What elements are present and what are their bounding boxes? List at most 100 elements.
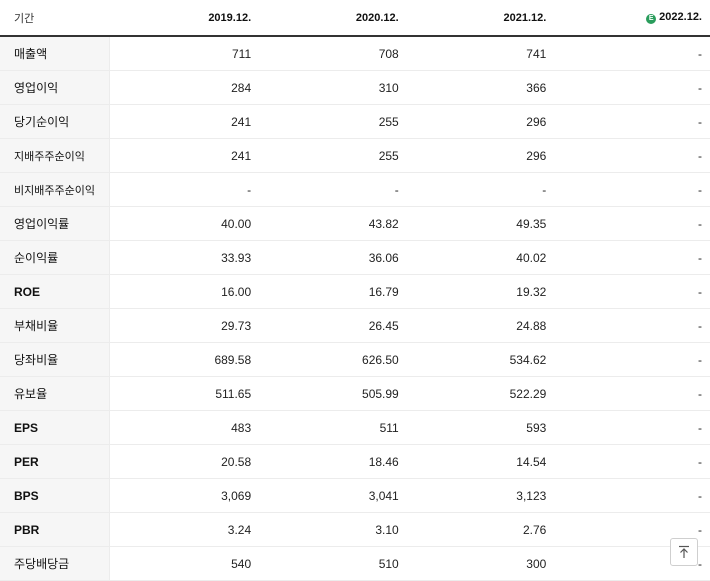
cell-value: - [552,138,710,173]
period-2021: 2021.12. [404,0,553,37]
cell-value: 3.10 [257,512,405,547]
table-row: 지배주주순이익 241 255 296 - [0,138,710,173]
cell-value: - [552,70,710,105]
cell-value: 510 [257,546,405,581]
cell-value: - [552,206,710,241]
cell-value: 534.62 [404,342,553,377]
cell-value: - [552,342,710,377]
row-label: 매출액 [0,36,110,71]
cell-value: 43.82 [257,206,405,241]
cell-value: - [552,478,710,513]
cell-value: 366 [404,70,553,105]
cell-value: - [552,274,710,309]
cell-value: 3,069 [109,478,258,513]
row-label: BPS [0,478,110,513]
cell-value: 511.65 [109,376,258,411]
cell-value: 522.29 [404,376,553,411]
cell-value: 19.32 [404,274,553,309]
table-row: 부채비율 29.73 26.45 24.88 - [0,308,710,343]
table-row: 순이익률 33.93 36.06 40.02 - [0,240,710,275]
cell-value: 741 [404,36,553,71]
cell-value: 14.54 [404,444,553,479]
table-row: 영업이익 284 310 366 - [0,70,710,105]
row-label: 당기순이익 [0,104,110,139]
scroll-top-button[interactable] [670,538,698,566]
table-row: BPS 3,069 3,041 3,123 - [0,478,710,513]
table-row: 주당배당금 540 510 300 - [0,546,710,581]
table-row: ROE 16.00 16.79 19.32 - [0,274,710,309]
cell-value: 3.24 [109,512,258,547]
cell-value: 483 [109,410,258,445]
cell-value: - [552,376,710,411]
cell-value: 40.00 [109,206,258,241]
cell-value: 241 [109,138,258,173]
cell-value: 540 [109,546,258,581]
table-row: 매출액 711 708 741 - [0,36,710,71]
cell-value: 24.88 [404,308,553,343]
row-label: 순이익률 [0,240,110,275]
cell-value: 3,123 [404,478,553,513]
table-row: 비지배주주순이익 - - - - [0,172,710,207]
period-2022-label: 2022.12. [659,11,702,23]
cell-value: - [552,36,710,71]
row-label: EPS [0,410,110,445]
cell-value: 20.58 [109,444,258,479]
cell-value: - [552,240,710,275]
cell-value: 689.58 [109,342,258,377]
cell-value: 36.06 [257,240,405,275]
row-label: 유보율 [0,376,110,411]
row-label: 영업이익 [0,70,110,105]
cell-value: - [552,104,710,139]
cell-value: 284 [109,70,258,105]
row-label: PBR [0,512,110,547]
row-label: 비지배주주순이익 [0,172,110,207]
cell-value: 296 [404,104,553,139]
header-row: 기간 2019.12. 2020.12. 2021.12. E 2022.12. [0,0,710,37]
estimate-icon: E [646,14,657,24]
cell-value: 300 [404,546,553,581]
cell-value: 40.02 [404,240,553,275]
cell-value: 26.45 [257,308,405,343]
cell-value: 626.50 [257,342,405,377]
cell-value: 505.99 [257,376,405,411]
cell-value: 708 [257,36,405,71]
cell-value: - [257,172,405,207]
cell-value: - [109,172,258,207]
cell-value: 593 [404,410,553,445]
row-label: 지배주주순이익 [0,138,110,173]
cell-value: 255 [257,138,405,173]
cell-value: 2.76 [404,512,553,547]
cell-value: 49.35 [404,206,553,241]
cell-value: - [552,410,710,445]
table-row: PER 20.58 18.46 14.54 - [0,444,710,479]
cell-value: 711 [109,36,258,71]
row-label: ROE [0,274,110,309]
cell-value: 16.79 [257,274,405,309]
cell-value: 296 [404,138,553,173]
cell-value: 3,041 [257,478,405,513]
row-label: 부채비율 [0,308,110,343]
period-2022: E 2022.12. [552,0,710,37]
period-2020: 2020.12. [257,0,405,37]
row-label: 영업이익률 [0,206,110,241]
period-2019: 2019.12. [109,0,258,37]
cell-value: - [552,308,710,343]
table-row: PBR 3.24 3.10 2.76 - [0,512,710,547]
cell-value: - [552,172,710,207]
cell-value: - [404,172,553,207]
cell-value: 18.46 [257,444,405,479]
cell-value: 255 [257,104,405,139]
cell-value: - [552,444,710,479]
table-row: 영업이익률 40.00 43.82 49.35 - [0,206,710,241]
row-label: 당좌비율 [0,342,110,377]
period-header-label: 기간 [0,0,110,37]
cell-value: 310 [257,70,405,105]
cell-value: 16.00 [109,274,258,309]
row-label: 주당배당금 [0,546,110,581]
arrow-up-icon [679,545,689,558]
cell-value: 33.93 [109,240,258,275]
table-row: 당좌비율 689.58 626.50 534.62 - [0,342,710,377]
cell-value: 29.73 [109,308,258,343]
cell-value: 511 [257,410,405,445]
